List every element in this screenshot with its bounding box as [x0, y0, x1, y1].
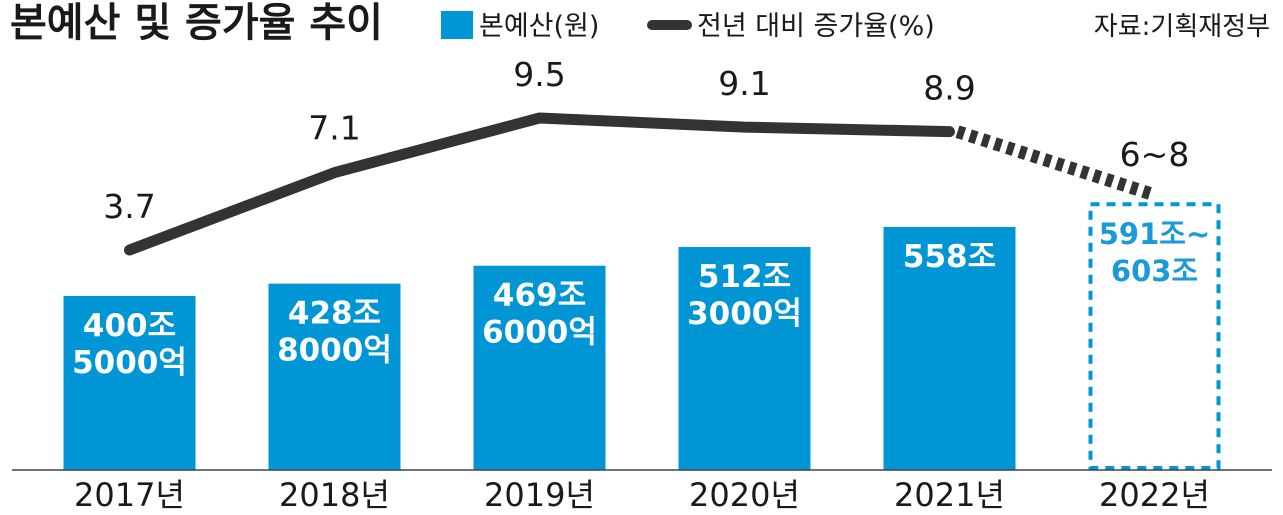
growth-rate-label: 9.1 [718, 64, 770, 103]
bar-value-label: 8000억 [277, 333, 392, 369]
growth-line [124, 112, 955, 256]
bar [268, 283, 401, 470]
bar [883, 227, 1016, 470]
growth-rate-label: 7.1 [308, 109, 360, 148]
chart-title: 본예산 및 증가율 추이 [10, 0, 383, 46]
bar-value-label: 3000억 [687, 296, 802, 332]
x-tick-label: 2017년 [74, 476, 185, 514]
growth-line-layer: 3.7 7.1 9.5 9.1 8.9 6~8 [103, 55, 1190, 256]
growth-rate-label: 8.9 [923, 69, 975, 108]
bar [473, 265, 606, 470]
bar-projected [1088, 202, 1221, 470]
bar [678, 247, 811, 470]
x-tick-label: 2018년 [279, 476, 390, 514]
source-note: 자료:기획재정부 [1094, 12, 1270, 42]
legend-bar-swatch [441, 11, 473, 39]
growth-rate-label: 9.5 [513, 55, 565, 94]
growth-rate-label: 3.7 [103, 187, 155, 226]
bar-value-label: 5000억 [72, 345, 187, 381]
x-tick-label: 2019년 [484, 476, 595, 514]
bar-value-label: 591조~ [1099, 217, 1211, 251]
bar-value-label: 603조 [1111, 254, 1198, 288]
x-tick-label: 2022년 [1099, 476, 1210, 514]
legend-line-label: 전년 대비 증가율(%) [697, 11, 935, 42]
bar-value-label: 6000억 [482, 315, 597, 351]
x-tick-label: 2020년 [689, 476, 800, 514]
bar-value-label: 512조 [698, 259, 791, 295]
bar-value-label: 558조 [903, 239, 996, 275]
bar-value-label: 469조 [493, 278, 586, 314]
x-tick-label: 2021년 [894, 476, 1005, 514]
bar [63, 296, 196, 470]
bar-value-label: 400조 [83, 308, 176, 344]
growth-rate-label: 6~8 [1120, 135, 1190, 174]
legend-bar-label: 본예산(원) [479, 11, 599, 42]
growth-line-projected [955, 125, 1157, 202]
bar-value-label: 428조 [288, 296, 381, 332]
x-axis-ticks: 2017년 2018년 2019년 2020년 2021년 2022년 [74, 476, 1210, 514]
